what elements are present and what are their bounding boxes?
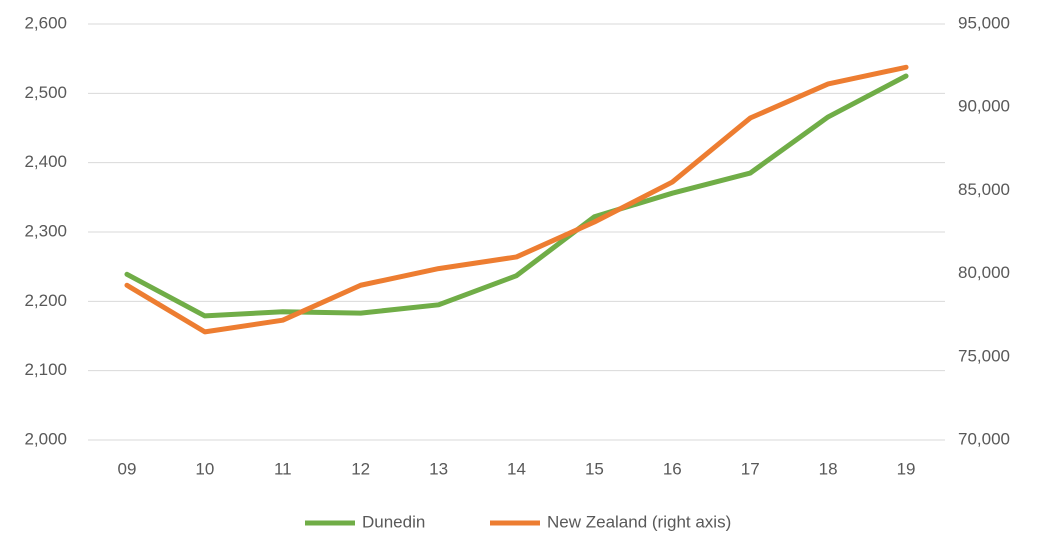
- y-tick-label: 2,300: [24, 221, 67, 240]
- y2-tick-label: 95,000: [958, 13, 1010, 32]
- legend-label: New Zealand (right axis): [547, 512, 731, 531]
- x-tick-label: 16: [663, 459, 682, 478]
- x-tick-label: 12: [351, 459, 370, 478]
- legend-label: Dunedin: [362, 512, 425, 531]
- x-tick-label: 19: [897, 459, 916, 478]
- y-tick-label: 2,000: [24, 429, 67, 448]
- x-tick-label: 15: [585, 459, 604, 478]
- y-tick-label: 2,400: [24, 152, 67, 171]
- y-tick-label: 2,500: [24, 83, 67, 102]
- x-tick-label: 14: [507, 459, 526, 478]
- y2-tick-label: 70,000: [958, 429, 1010, 448]
- y2-tick-label: 90,000: [958, 97, 1010, 116]
- x-tick-label: 10: [195, 459, 214, 478]
- y2-tick-label: 80,000: [958, 263, 1010, 282]
- y2-tick-label: 75,000: [958, 346, 1010, 365]
- y-tick-label: 2,200: [24, 291, 67, 310]
- x-tick-label: 13: [429, 459, 448, 478]
- y-tick-label: 2,100: [24, 360, 67, 379]
- series-line: [124, 64, 909, 335]
- y2-tick-label: 85,000: [958, 180, 1010, 199]
- x-tick-label: 17: [741, 459, 760, 478]
- series-line: [124, 73, 909, 319]
- x-tick-label: 09: [117, 459, 136, 478]
- x-tick-label: 11: [274, 459, 292, 478]
- y-tick-label: 2,600: [24, 13, 67, 32]
- x-tick-label: 18: [819, 459, 838, 478]
